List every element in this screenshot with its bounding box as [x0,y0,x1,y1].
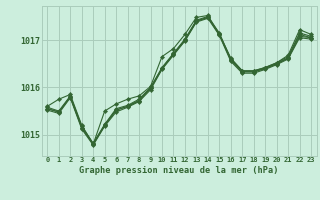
X-axis label: Graphe pression niveau de la mer (hPa): Graphe pression niveau de la mer (hPa) [79,166,279,175]
